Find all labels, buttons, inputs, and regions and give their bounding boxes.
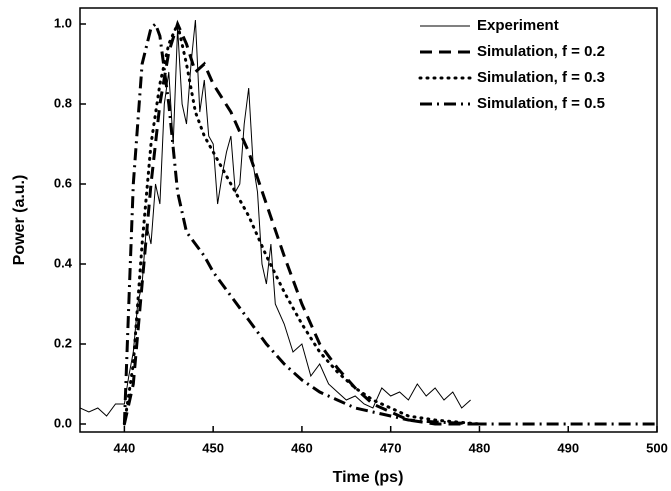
legend-label: Experiment — [477, 17, 559, 34]
legend-label: Simulation, f = 0.5 — [477, 95, 605, 112]
x-tick-label: 450 — [202, 440, 224, 455]
x-tick-label: 480 — [469, 440, 491, 455]
y-tick-label: 1.0 — [54, 15, 72, 30]
series-line — [122, 19, 481, 426]
x-tick-label: 490 — [557, 440, 579, 455]
y-tick-label: 0.2 — [54, 335, 72, 350]
legend-label: Simulation, f = 0.2 — [477, 43, 605, 60]
legend-label: Simulation, f = 0.3 — [477, 69, 605, 86]
plot-frame — [79, 7, 658, 433]
y-axis-title: Power (a.u.) — [11, 175, 28, 266]
x-axis-title: Time (ps) — [333, 469, 404, 486]
series-line — [122, 19, 480, 426]
x-tick-label: 460 — [291, 440, 313, 455]
y-tick-label: 0.8 — [54, 95, 72, 110]
y-tick-label: 0.0 — [54, 415, 72, 430]
y-tick-label: 0.6 — [54, 175, 72, 190]
x-tick-label: 440 — [114, 440, 136, 455]
x-tick-label: 470 — [380, 440, 402, 455]
y-tick-label: 0.4 — [54, 255, 73, 270]
series-line — [122, 21, 657, 426]
series-line — [80, 19, 471, 417]
x-tick-label: 500 — [646, 440, 668, 455]
